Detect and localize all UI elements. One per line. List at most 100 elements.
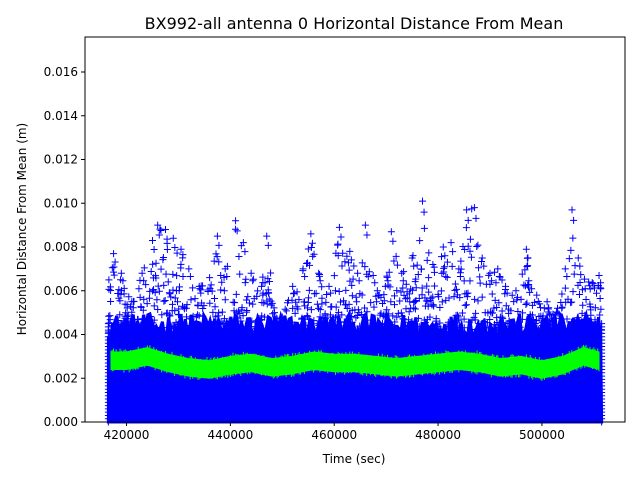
scatter-point	[140, 264, 148, 272]
scatter-point	[249, 300, 257, 308]
scatter-point	[338, 262, 346, 270]
scatter-point	[234, 313, 242, 321]
scatter-point	[113, 318, 121, 326]
scatter-point	[473, 242, 481, 250]
scatter-point	[412, 327, 420, 335]
scatter-point	[264, 275, 272, 283]
scatter-point	[383, 306, 391, 314]
scatter-point	[361, 263, 369, 271]
scatter-point	[572, 322, 580, 330]
scatter-point	[261, 279, 269, 287]
scatter-point	[347, 256, 355, 264]
scatter-point	[291, 309, 299, 317]
scatter-point	[249, 275, 257, 283]
scatter-point	[334, 241, 342, 249]
scatter-point	[545, 304, 553, 312]
scatter-point	[171, 307, 179, 315]
scatter-point	[206, 299, 214, 307]
scatter-point	[326, 311, 334, 319]
scatter-point	[522, 300, 530, 308]
scatter-point	[300, 324, 308, 332]
scatter-point	[296, 323, 304, 331]
scatter-point	[154, 221, 162, 229]
scatter-point	[430, 268, 438, 276]
scatter-point	[169, 270, 177, 278]
scatter-point	[397, 309, 405, 317]
scatter-point	[304, 245, 312, 253]
scatter-point	[305, 286, 313, 294]
scatter-point	[558, 290, 566, 298]
scatter-point	[163, 246, 171, 254]
plot-area	[84, 36, 626, 426]
scatter-point	[117, 269, 125, 277]
scatter-point	[137, 321, 145, 329]
scatter-point	[574, 314, 582, 322]
scatter-point	[432, 315, 440, 323]
scatter-point	[160, 281, 168, 289]
scatter-point	[517, 295, 525, 303]
scatter-point	[199, 312, 207, 320]
scatter-point	[542, 316, 550, 324]
scatter-point	[135, 326, 143, 334]
scatter-point	[353, 298, 361, 306]
scatter-point	[348, 292, 356, 300]
scatter-point	[420, 208, 428, 216]
scatter-point	[343, 320, 351, 328]
scatter-point	[164, 278, 172, 286]
scatter-point	[166, 312, 174, 320]
scatter-point	[558, 303, 566, 311]
scatter-point	[223, 273, 231, 281]
scatter-point	[258, 312, 266, 320]
scatter-point	[315, 304, 323, 312]
scatter-point	[208, 287, 216, 295]
scatter-point	[332, 314, 340, 322]
scatter-point	[299, 265, 307, 273]
scatter-point	[338, 311, 346, 319]
scatter-point	[597, 279, 605, 287]
scatter-point	[478, 293, 486, 301]
scatter-point	[405, 290, 413, 298]
scatter-point	[241, 323, 249, 331]
scatter-point	[302, 321, 310, 329]
scatter-point	[353, 312, 361, 320]
scatter-point	[417, 265, 425, 273]
scatter-point	[160, 297, 168, 305]
scatter-point	[231, 225, 239, 233]
scatter-point	[310, 250, 318, 258]
scatter-point	[157, 265, 165, 273]
scatter-point	[344, 259, 352, 267]
scatter-point	[171, 243, 179, 251]
scatter-point	[512, 321, 520, 329]
scatter-point	[489, 309, 497, 317]
scatter-point	[478, 254, 486, 262]
scatter-point	[463, 206, 471, 214]
scatter-point	[462, 301, 470, 309]
scatter-point	[268, 299, 276, 307]
scatter-point	[480, 262, 488, 270]
scatter-point	[163, 235, 171, 243]
scatter-point	[390, 257, 398, 265]
scatter-point	[245, 299, 253, 307]
scatter-point	[272, 314, 280, 322]
scatter-point	[568, 298, 576, 306]
scatter-point	[597, 305, 605, 313]
scatter-point	[499, 319, 507, 327]
scatter-point	[206, 274, 214, 282]
scatter-point	[437, 287, 445, 295]
scatter-point	[245, 318, 253, 326]
scatter-point	[179, 254, 187, 262]
scatter-point	[576, 291, 584, 299]
scatter-point	[213, 232, 221, 240]
scatter-point	[543, 298, 551, 306]
scatter-point	[548, 317, 556, 325]
scatter-point	[436, 303, 444, 311]
scatter-point	[128, 308, 136, 316]
scatter-point	[456, 294, 464, 302]
scatter-point	[243, 306, 251, 314]
scatter-point	[199, 282, 207, 290]
scatter-point	[448, 318, 456, 326]
scatter-point	[379, 300, 387, 308]
scatter-point	[349, 275, 357, 283]
scatter-point	[463, 293, 471, 301]
